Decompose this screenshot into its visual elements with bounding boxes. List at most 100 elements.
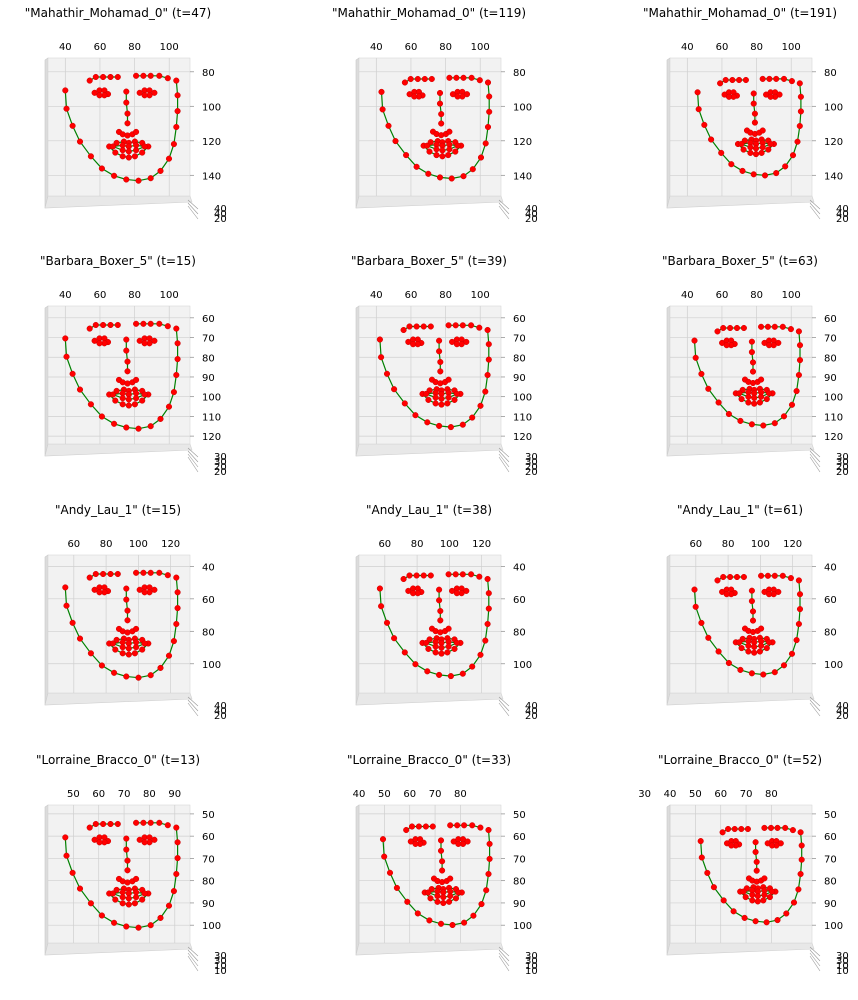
landmark-point	[436, 348, 443, 355]
landmark-point	[745, 393, 752, 400]
landmark-point	[63, 852, 70, 859]
landmark-point	[727, 324, 734, 332]
x-tick-label: 60	[714, 789, 727, 800]
landmark-edge	[125, 588, 129, 621]
landmark-point	[749, 891, 756, 898]
landmark-point	[174, 855, 181, 862]
landmark-point	[444, 649, 451, 656]
landmark-point	[447, 875, 454, 882]
landmark-point	[378, 88, 385, 95]
landmark-point	[751, 400, 758, 407]
side-pane	[44, 305, 49, 457]
y-tick-label: 80	[824, 877, 837, 888]
landmark-point	[795, 328, 802, 335]
landmark-point	[123, 673, 130, 680]
y-tick-label: 100	[824, 921, 843, 932]
landmark-point	[170, 888, 177, 895]
landmark-point	[173, 123, 180, 131]
landmark-point	[482, 388, 489, 395]
landmark-point	[109, 391, 116, 398]
z-tick-mark	[498, 453, 510, 468]
y-tick-label: 100	[202, 660, 221, 671]
z-tick-mark	[187, 699, 199, 712]
z-tick-mark	[809, 696, 821, 707]
landmark-point	[446, 128, 453, 135]
landmark-point	[437, 837, 445, 844]
landmark-point	[147, 672, 154, 679]
landmark-point	[445, 643, 452, 650]
landmark-point	[63, 353, 70, 360]
landmark-point	[447, 892, 454, 900]
z-tick-mark	[187, 456, 199, 473]
floor-pane	[355, 195, 504, 209]
z-tick-label: 10	[836, 966, 849, 977]
landmark-point	[461, 919, 468, 926]
landmark-point	[748, 349, 755, 356]
landmark-point	[453, 590, 460, 597]
landmark-point	[455, 840, 462, 847]
z-tick-label: 30	[525, 951, 538, 962]
landmark-point	[701, 121, 708, 128]
landmark-point	[761, 824, 768, 831]
landmark-point	[440, 894, 447, 901]
landmark-point	[136, 836, 143, 843]
face-plot-panel: "Andy_Lau_1" (t=15) 60 80 100 120 40 60 80 100 40…	[0, 497, 300, 737]
z-tick-label: 40	[525, 204, 538, 215]
z-tick-label: 30	[525, 452, 538, 463]
x-tick-label: 100	[471, 42, 490, 53]
landmark-point	[376, 336, 383, 343]
face-plot-panel: "Mahathir_Mohamad_0" (t=191) 40 60 80 100 80 1…	[622, 0, 858, 240]
face-plot-panel: "Lorraine_Bracco_0" (t=33) 40 50 60 70 80 50 60…	[311, 747, 611, 987]
landmark-point	[758, 376, 765, 383]
landmark-point	[69, 619, 76, 626]
landmark-point	[133, 128, 140, 135]
landmark-point	[76, 635, 84, 642]
landmark-point	[109, 640, 116, 647]
landmark-point	[720, 573, 727, 581]
x-tick-label: 60	[67, 539, 80, 550]
floor-pane	[44, 443, 193, 457]
landmark-point	[764, 323, 771, 330]
x-tick-label: 40	[370, 290, 383, 301]
landmark-point	[796, 122, 803, 130]
landmark-point	[133, 625, 140, 632]
landmark-point	[780, 662, 788, 669]
z-tick-label: 20	[836, 462, 849, 473]
landmark-point	[439, 858, 446, 865]
x-tick-label: 80	[750, 290, 763, 301]
landmark-point	[147, 922, 154, 929]
landmark-point	[92, 820, 99, 828]
landmark-point	[413, 163, 420, 170]
landmark-point	[86, 574, 93, 581]
landmark-point	[107, 73, 114, 81]
landmark-point	[754, 892, 761, 900]
y-tick-label: 60	[513, 314, 526, 325]
landmark-point	[794, 138, 801, 145]
landmark-point	[432, 643, 439, 650]
landmark-point	[147, 819, 154, 826]
landmark-point	[165, 652, 173, 659]
landmark-point	[454, 93, 461, 100]
y-tick-label: 120	[824, 432, 843, 443]
landmark-point	[123, 88, 130, 95]
landmark-point	[752, 839, 759, 846]
y-tick-label: 80	[513, 877, 526, 888]
landmark-point	[147, 423, 154, 430]
landmark-point	[438, 650, 445, 657]
landmark-point	[453, 74, 460, 81]
x-tick-label: 120	[783, 539, 802, 550]
landmark-point	[719, 829, 726, 836]
landmark-point	[722, 76, 729, 84]
y-tick-label: 100	[202, 921, 221, 932]
landmark-point	[428, 75, 435, 83]
landmark-point	[100, 73, 107, 81]
landmark-point	[748, 598, 755, 605]
landmark-point	[779, 572, 786, 579]
x-tick-label: 40	[681, 290, 694, 301]
landmark-point	[796, 591, 804, 598]
plot-title: "Lorraine_Bracco_0" (t=52)	[657, 753, 823, 767]
landmark-point	[406, 323, 413, 330]
landmark-point	[771, 420, 778, 427]
landmark-point	[733, 573, 741, 581]
